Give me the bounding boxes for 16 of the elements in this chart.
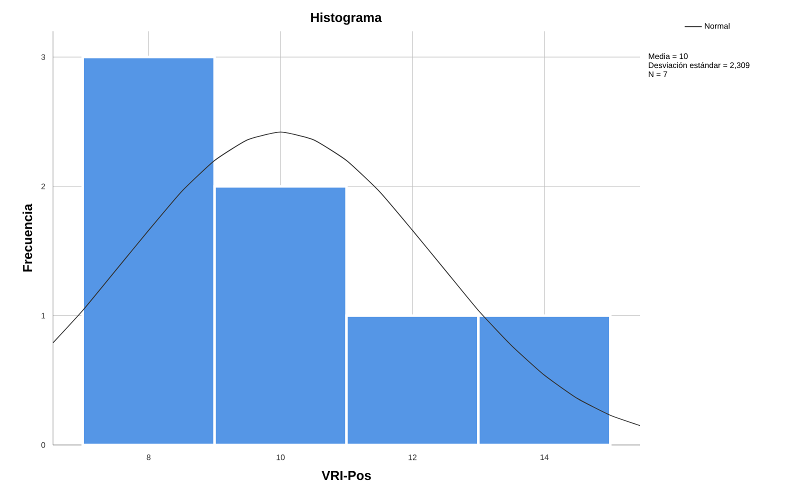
- x-axis-title: VRI-Pos: [322, 471, 371, 480]
- x-tick-label: 14: [540, 454, 549, 460]
- text: N = 7: [648, 71, 668, 77]
- x-tick-label: 10: [276, 454, 285, 460]
- y-tick-label: 0: [41, 442, 46, 448]
- chart-title: Histograma: [311, 12, 382, 25]
- text: Media = 10: [648, 53, 688, 60]
- text: Desviación estándar = 2,309: [648, 62, 750, 70]
- y-tick-label: 1: [42, 312, 46, 318]
- x-tick-label: 12: [408, 454, 416, 460]
- legend-label: Normal: [704, 22, 730, 29]
- line-series: [52, 132, 640, 426]
- x-tick-label: 8: [146, 454, 151, 460]
- y-axis-title: Frecuencia: [22, 204, 32, 272]
- y-tick-label: 2: [41, 184, 46, 190]
- y-tick-label: 3: [41, 54, 46, 60]
